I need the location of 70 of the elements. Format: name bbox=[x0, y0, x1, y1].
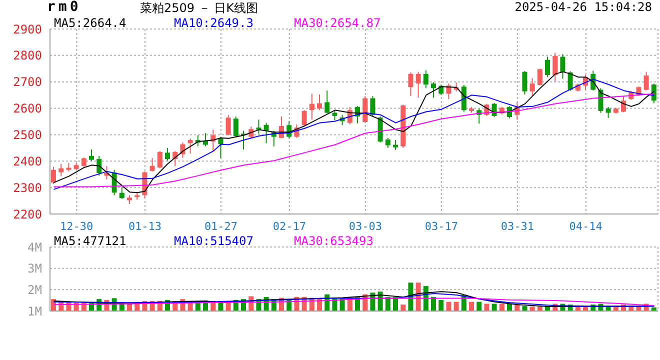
candlestick bbox=[165, 147, 170, 162]
x-tick-label: 03-03 bbox=[348, 220, 382, 233]
x-tick-label: 02-17 bbox=[272, 220, 306, 233]
candlestick bbox=[256, 119, 262, 134]
candlestick bbox=[317, 94, 322, 111]
y-tick-label: 3M bbox=[28, 262, 42, 276]
candlestick bbox=[119, 186, 124, 200]
x-tick-label: 01-13 bbox=[128, 220, 162, 233]
candlestick bbox=[302, 110, 307, 126]
text: MA5:2664.4 bbox=[54, 16, 128, 30]
candlestick bbox=[560, 54, 566, 80]
candlestick bbox=[431, 82, 436, 98]
candlestick bbox=[461, 84, 466, 112]
y-tick-label: 4M bbox=[28, 240, 42, 254]
candlestick bbox=[309, 93, 314, 120]
candlestick bbox=[537, 68, 542, 86]
candlestick bbox=[393, 140, 398, 151]
candlestick bbox=[568, 70, 573, 92]
candlestick bbox=[362, 96, 368, 124]
candlestick bbox=[522, 70, 528, 96]
candlestick bbox=[157, 150, 162, 169]
text: MA30:2654.87 bbox=[294, 16, 382, 30]
x-tick-label: 03-31 bbox=[500, 220, 534, 233]
y-tick-label: 2200 bbox=[13, 207, 42, 222]
y-tick-label: 2M bbox=[28, 282, 42, 297]
candlestick bbox=[188, 138, 193, 154]
candlestick bbox=[370, 96, 376, 116]
candlestick bbox=[96, 155, 102, 176]
candlestick bbox=[423, 70, 428, 89]
text: MA30:653493 bbox=[294, 234, 374, 248]
candlestick bbox=[644, 71, 649, 92]
candlestick bbox=[89, 149, 94, 162]
chart-subtitle: rm0 bbox=[47, 0, 82, 15]
text: 2025-04-26 15:04:28 bbox=[514, 0, 652, 14]
candlestick bbox=[81, 156, 86, 168]
candlestick bbox=[180, 142, 186, 158]
candlestick bbox=[324, 90, 330, 114]
candlestick bbox=[150, 157, 155, 172]
text: MA5:477121 bbox=[54, 234, 128, 248]
candlestick bbox=[226, 114, 231, 136]
line-series bbox=[53, 298, 655, 306]
candlestick bbox=[218, 136, 224, 159]
candlestick bbox=[416, 71, 421, 98]
y-tick-label: 1M bbox=[28, 304, 42, 318]
candlestick bbox=[332, 110, 338, 121]
y-tick-label: 2600 bbox=[13, 102, 42, 116]
candlestick bbox=[264, 122, 269, 144]
candlestick bbox=[203, 132, 208, 147]
candlestick bbox=[233, 116, 238, 138]
y-tick-label: 2900 bbox=[13, 22, 42, 36]
chart-title: 菜粕2509 － 日K线图 bbox=[140, 0, 258, 17]
x-tick-label: 03-17 bbox=[424, 220, 458, 233]
candlestick bbox=[51, 166, 56, 185]
x-tick-label: 12-30 bbox=[60, 220, 94, 233]
candlestick bbox=[408, 72, 414, 97]
y-tick-label: 2800 bbox=[13, 48, 42, 63]
candlestick bbox=[606, 106, 611, 119]
y-tick-label: 2500 bbox=[13, 128, 42, 142]
y-tick-label: 2700 bbox=[13, 75, 42, 90]
candlestick bbox=[552, 52, 558, 82]
candlestick bbox=[545, 56, 550, 78]
x-tick-label: 01-27 bbox=[204, 220, 238, 233]
candlestick bbox=[446, 82, 452, 100]
x-tick-label: 04-14 bbox=[569, 220, 603, 233]
y-tick-label: 2400 bbox=[13, 154, 42, 168]
candlestick bbox=[530, 78, 535, 97]
text: MA10:2649.3 bbox=[174, 16, 254, 30]
text: MA10:515407 bbox=[174, 234, 254, 248]
y-tick-label: 2300 bbox=[13, 180, 42, 195]
candlestick bbox=[385, 137, 390, 148]
